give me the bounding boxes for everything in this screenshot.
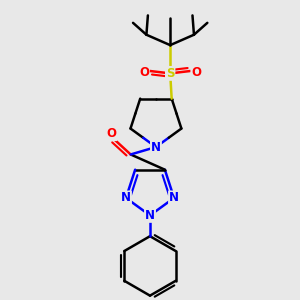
Text: O: O: [139, 66, 149, 79]
Text: O: O: [191, 66, 201, 79]
Text: N: N: [145, 209, 155, 222]
Text: S: S: [166, 67, 174, 80]
Text: N: N: [121, 191, 131, 204]
Text: N: N: [169, 191, 179, 204]
Text: O: O: [106, 127, 116, 140]
Text: N: N: [151, 140, 161, 154]
